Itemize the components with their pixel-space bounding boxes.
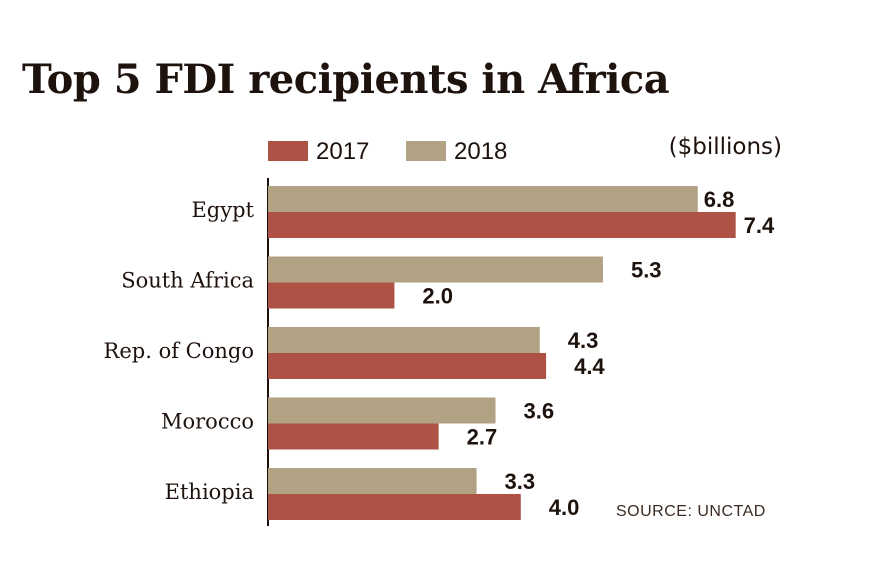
bar-2018-egypt	[268, 186, 698, 212]
bar-2018-south-africa	[268, 256, 603, 283]
value-label-2017-egypt: 7.4	[744, 213, 775, 238]
value-label-2017-rep-of-congo: 4.4	[574, 354, 605, 379]
legend-label-2017: 2017	[316, 138, 370, 165]
legend-label-2018: 2018	[454, 138, 508, 165]
category-label-egypt: Egypt	[191, 198, 254, 222]
bar-2018-rep-of-congo	[268, 327, 540, 353]
value-label-2018-rep-of-congo: 4.3	[568, 328, 599, 353]
value-label-2017-morocco: 2.7	[467, 425, 498, 450]
chart-title: Top 5 FDI recipients in Africa	[22, 56, 670, 103]
bar-2017-egypt	[268, 212, 736, 238]
legend-swatch-2018	[406, 141, 446, 161]
category-label-rep-of-congo: Rep. of Congo	[104, 339, 254, 363]
bar-2017-ethiopia	[268, 494, 521, 520]
value-label-2018-egypt: 6.8	[704, 187, 735, 212]
value-label-2017-ethiopia: 4.0	[549, 495, 580, 520]
bar-2017-rep-of-congo	[268, 353, 547, 379]
category-label-morocco: Morocco	[161, 410, 254, 434]
value-label-2017-south-africa: 2.0	[422, 284, 453, 309]
category-label-south-africa: South Africa	[121, 269, 254, 293]
unit-label: ($billions)	[668, 134, 782, 160]
bar-2017-south-africa	[268, 282, 395, 309]
bar-2017-morocco	[268, 423, 439, 450]
category-label-ethiopia: Ethiopia	[165, 480, 254, 504]
value-label-2018-morocco: 3.6	[524, 399, 555, 424]
source-note: SOURCE: UNCTAD	[616, 503, 766, 520]
value-label-2018-ethiopia: 3.3	[505, 469, 536, 494]
bar-2018-ethiopia	[268, 468, 477, 494]
value-label-2018-south-africa: 5.3	[631, 258, 662, 283]
bar-2018-morocco	[268, 397, 496, 424]
legend-swatch-2017	[268, 141, 308, 161]
